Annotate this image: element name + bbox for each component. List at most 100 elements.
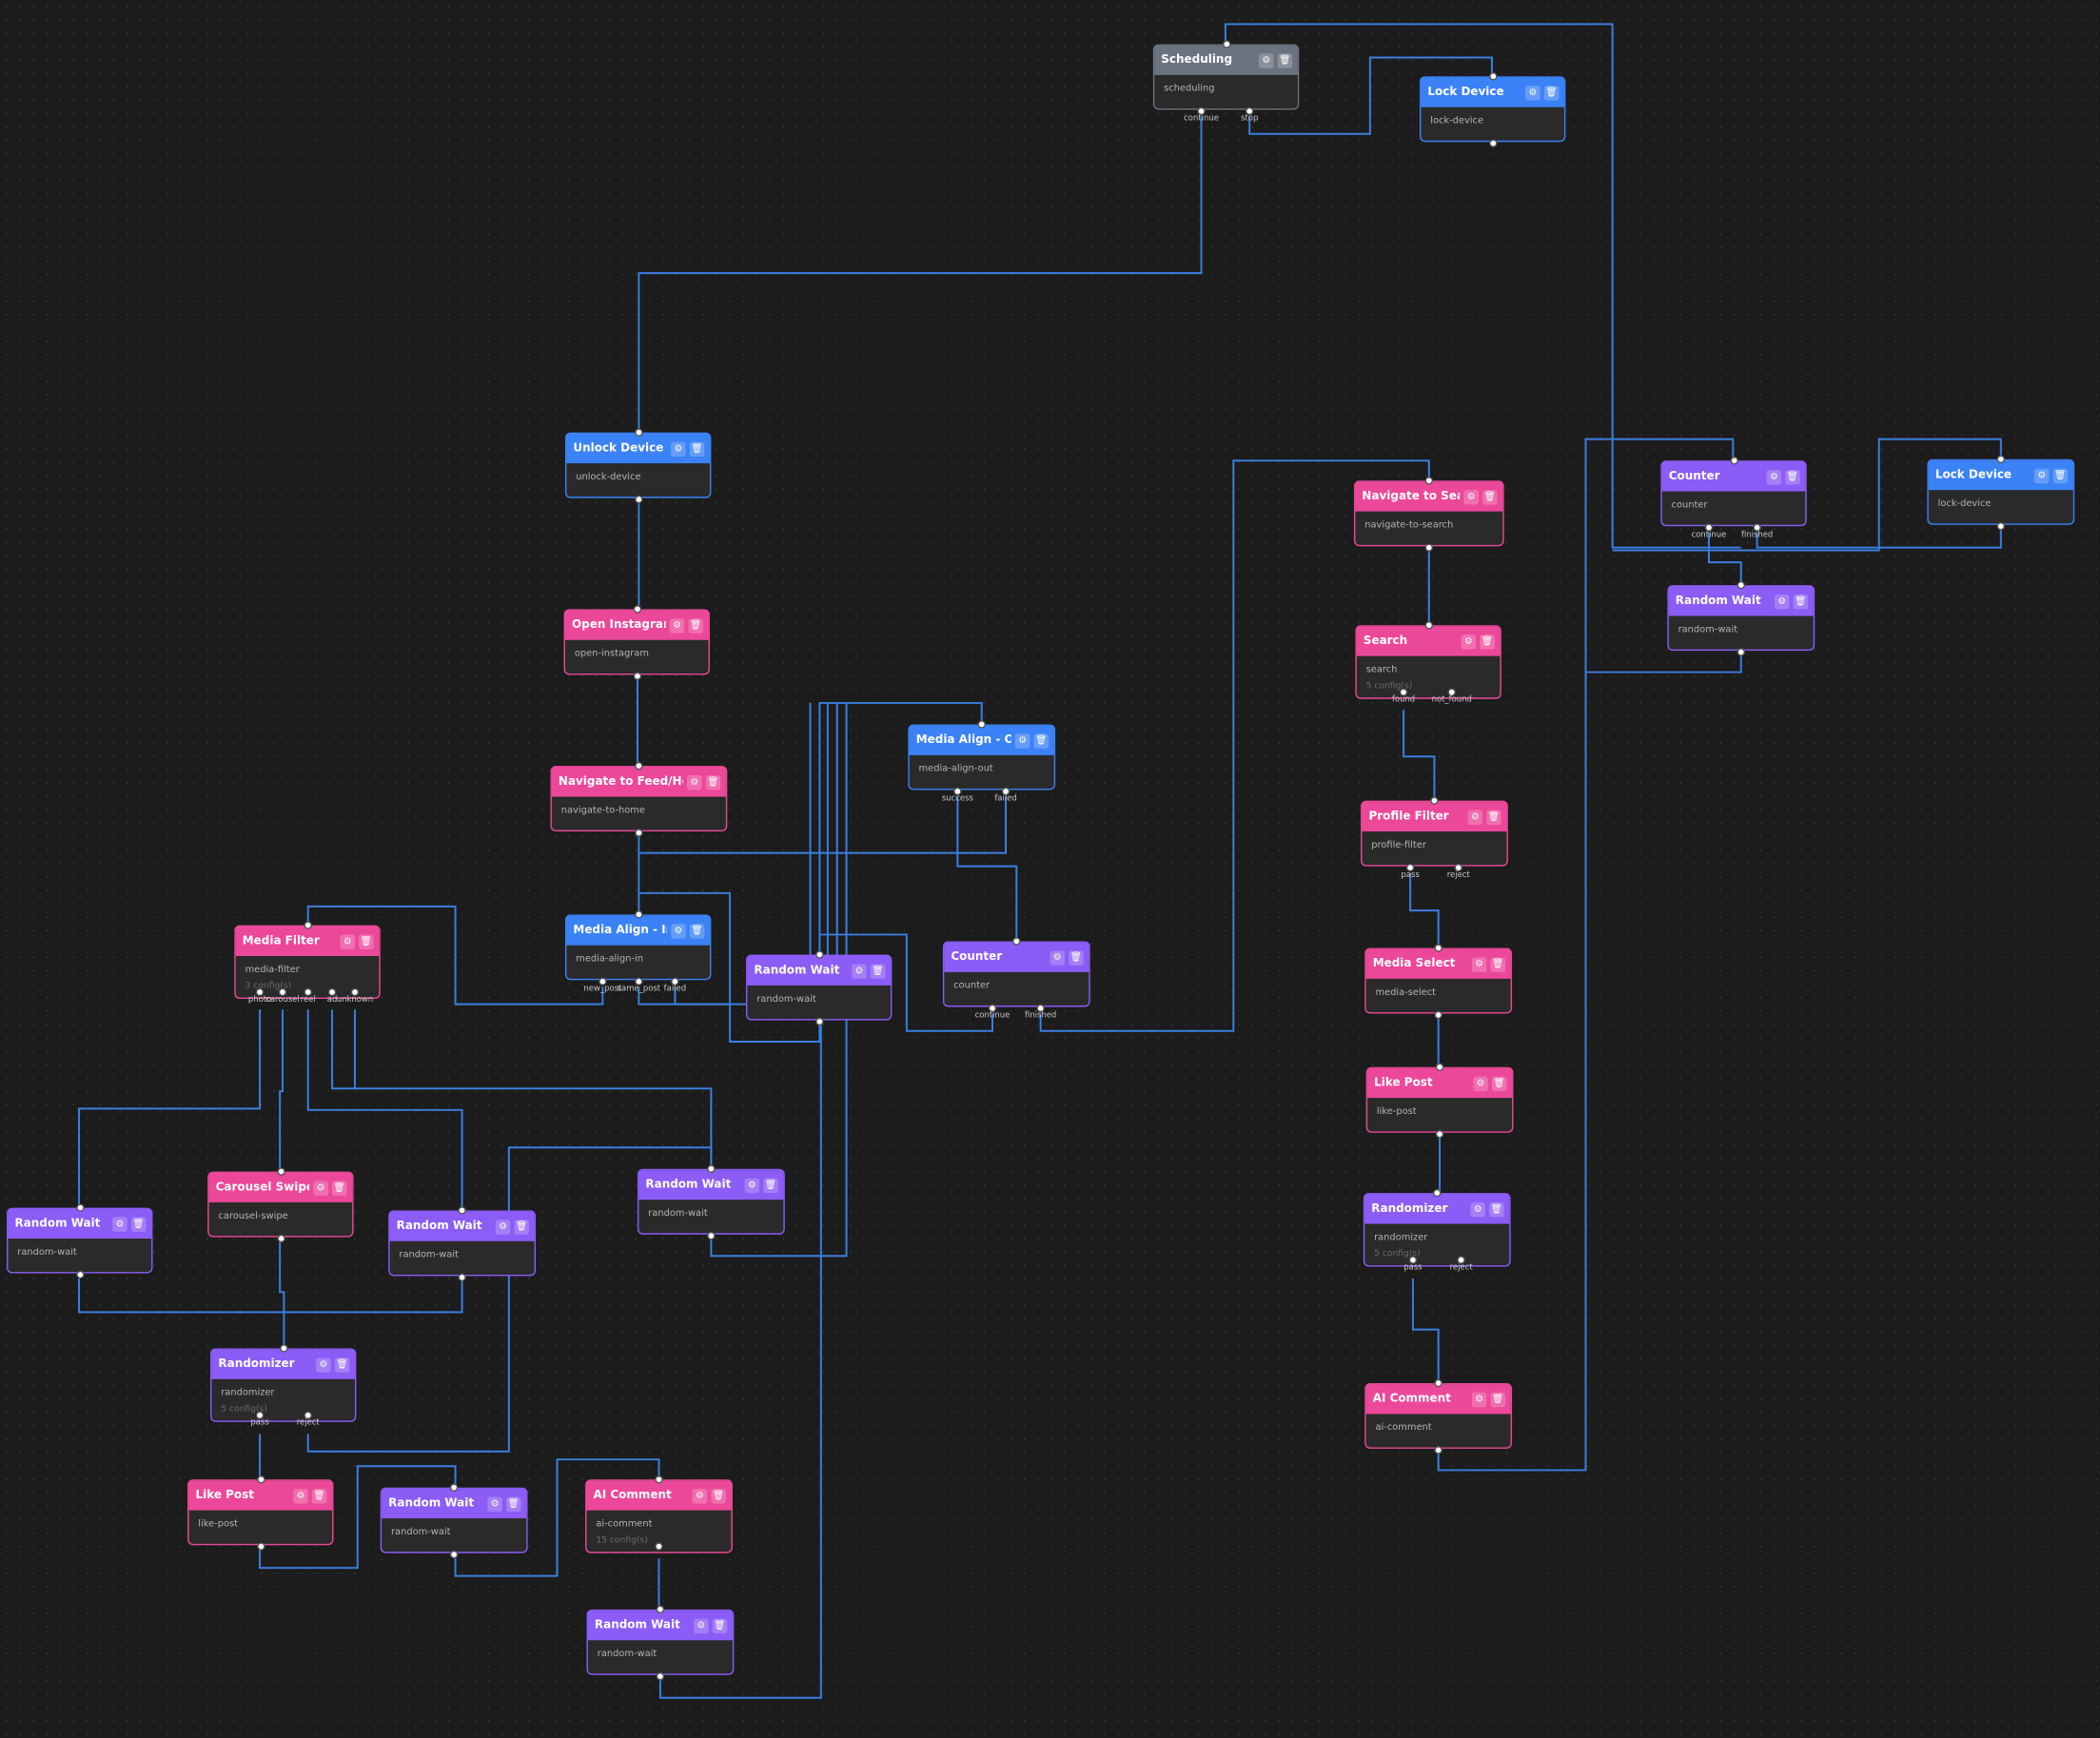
gear-icon[interactable]: ⚙ [487,1495,502,1512]
output-port[interactable] [1408,1256,1418,1264]
node-ai-comment[interactable]: AI Comment ⚙ 🗑 ai-comment 15 config(s) [585,1479,733,1553]
node-header[interactable]: Scheduling ⚙ 🗑 [1154,45,1298,75]
connection-edge[interactable] [818,701,983,955]
output-port[interactable] [1434,1446,1443,1455]
node-header[interactable]: Random Wait ⚙ 🗑 [1668,586,1814,616]
connection-edge[interactable] [1437,438,1735,1472]
node-lock-device[interactable]: Lock Device ⚙ 🗑 lock-device [1927,459,2075,525]
output-port[interactable] [634,495,642,504]
connection-edge[interactable] [1411,1279,1440,1383]
node-search[interactable]: Search ⚙ 🗑 search 5 config(s) [1355,625,1501,699]
node-navigate-to-search[interactable]: Navigate to Search ⚙ 🗑 navigate-to-searc… [1353,480,1504,547]
gear-icon[interactable]: ⚙ [1471,1392,1487,1407]
gear-icon[interactable]: ⚙ [671,440,686,457]
output-port[interactable] [633,672,641,681]
connection-edge[interactable] [1707,533,1742,586]
connection-edge[interactable] [306,905,604,1006]
input-port[interactable] [634,910,642,919]
output-port[interactable] [988,1004,997,1013]
output-port[interactable] [1996,521,2006,531]
connection-edge[interactable] [279,1009,284,1172]
connection-edge[interactable] [1409,872,1440,948]
trash-icon[interactable]: 🗑 [1785,469,1800,484]
node-header[interactable]: Open Instagram ⚙ 🗑 [564,610,709,640]
input-port[interactable] [635,761,643,771]
connection-edge[interactable] [78,1009,262,1208]
node-media-filter[interactable]: Media Filter ⚙ 🗑 media-filter 3 config(s… [234,925,381,999]
gear-icon[interactable]: ⚙ [316,1357,331,1372]
output-port[interactable] [1454,863,1462,872]
output-port[interactable] [1457,1256,1465,1264]
node-header[interactable]: AI Comment ⚙ 🗑 [1365,1384,1511,1415]
input-port[interactable] [655,1475,663,1484]
gear-icon[interactable]: ⚙ [1461,634,1477,649]
node-header[interactable]: Media Filter ⚙ 🗑 [235,926,380,956]
trash-icon[interactable]: 🗑 [1069,949,1084,966]
node-lock-device[interactable]: Lock Device ⚙ 🗑 lock-device [1419,76,1566,143]
output-port[interactable] [1434,1010,1443,1020]
node-counter[interactable]: Counter ⚙ 🗑 counter [1660,460,1807,527]
input-port[interactable] [276,1167,285,1176]
output-port[interactable] [814,1017,823,1026]
input-port[interactable] [656,1605,665,1614]
output-port[interactable] [635,977,643,986]
node-media-align-in[interactable]: Media Align - In ⚙ 🗑 media-align-in [564,914,712,981]
input-port[interactable] [1423,621,1433,630]
output-port[interactable] [1399,688,1408,696]
gear-icon[interactable]: ⚙ [1766,469,1781,484]
gear-icon[interactable]: ⚙ [669,617,685,634]
node-header[interactable]: Lock Device ⚙ 🗑 [1421,77,1564,107]
output-port[interactable] [1488,139,1497,147]
gear-icon[interactable]: ⚙ [1471,956,1487,972]
connection-edge[interactable] [331,1009,713,1169]
output-port[interactable] [1737,648,1745,656]
trash-icon[interactable]: 🗑 [1482,489,1498,504]
trash-icon[interactable]: 🗑 [1490,1392,1506,1407]
output-port[interactable] [953,787,962,796]
node-header[interactable]: Random Wait ⚙ 🗑 [747,955,891,986]
connection-edge[interactable] [638,891,821,1044]
trash-icon[interactable]: 🗑 [711,1488,726,1503]
node-header[interactable]: Carousel Swipe ⚙ 🗑 [208,1172,353,1202]
gear-icon[interactable]: ⚙ [495,1219,511,1235]
output-port[interactable] [256,1542,265,1551]
node-random-wait[interactable]: Random Wait ⚙ 🗑 random-wait [7,1207,153,1274]
trash-icon[interactable]: 🗑 [2052,467,2069,483]
node-header[interactable]: Media Align - In ⚙ 🗑 [566,915,710,946]
gear-icon[interactable]: ⚙ [112,1216,128,1232]
node-header[interactable]: Media Align - Out ⚙ 🗑 [909,725,1054,755]
trash-icon[interactable]: 🗑 [1033,732,1050,749]
gear-icon[interactable]: ⚙ [1467,809,1483,825]
output-port[interactable] [599,977,607,986]
output-port[interactable] [304,987,312,997]
trash-icon[interactable]: 🗑 [1793,594,1809,609]
output-port[interactable] [304,1411,312,1419]
node-ai-comment[interactable]: AI Comment ⚙ 🗑 ai-comment [1364,1382,1513,1449]
node-random-wait[interactable]: Random Wait ⚙ 🗑 random-wait [380,1487,528,1553]
trash-icon[interactable]: 🗑 [514,1219,529,1235]
connection-edge[interactable] [658,1021,822,1699]
connection-edge[interactable] [819,933,993,1032]
input-port[interactable] [256,1475,265,1484]
input-port[interactable] [1222,40,1230,49]
node-header[interactable]: Unlock Device ⚙ 🗑 [566,434,710,463]
input-port[interactable] [814,950,823,959]
input-port[interactable] [279,1344,287,1353]
node-randomizer[interactable]: Randomizer ⚙ 🗑 randomizer 5 config(s) [209,1348,357,1422]
gear-icon[interactable]: ⚙ [293,1488,308,1503]
output-port[interactable] [75,1270,84,1279]
node-unlock-device[interactable]: Unlock Device ⚙ 🗑 unlock-device [564,432,712,498]
output-port[interactable] [1424,543,1434,552]
node-header[interactable]: Counter ⚙ 🗑 [1661,461,1806,492]
input-port[interactable] [1434,1378,1443,1388]
connection-edge[interactable] [638,116,1203,433]
connection-edge[interactable] [1039,459,1430,1032]
output-port[interactable] [278,987,287,997]
output-port[interactable] [1435,1129,1444,1139]
gear-icon[interactable]: ⚙ [1050,949,1065,966]
node-header[interactable]: Like Post ⚙ 🗑 [1367,1068,1513,1099]
trash-icon[interactable]: 🗑 [689,440,705,457]
connection-edge[interactable] [1585,652,1742,674]
node-random-wait[interactable]: Random Wait ⚙ 🗑 random-wait [586,1609,735,1675]
trash-icon[interactable]: 🗑 [130,1216,147,1232]
